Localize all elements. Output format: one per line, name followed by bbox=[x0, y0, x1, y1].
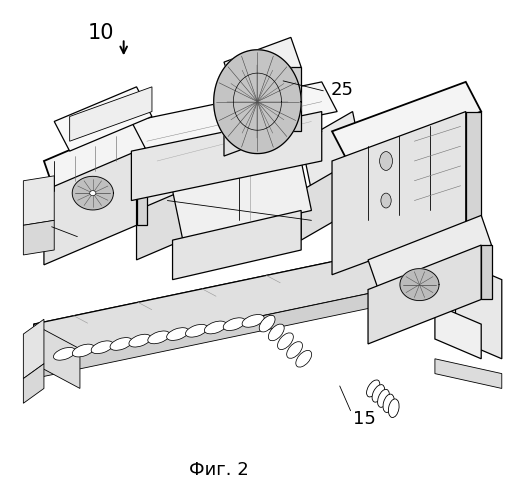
Polygon shape bbox=[301, 112, 363, 190]
Ellipse shape bbox=[383, 394, 394, 412]
Text: 10: 10 bbox=[88, 24, 114, 44]
Polygon shape bbox=[137, 190, 183, 260]
Text: 25: 25 bbox=[331, 81, 354, 99]
Polygon shape bbox=[173, 210, 301, 280]
Polygon shape bbox=[132, 82, 337, 151]
Polygon shape bbox=[435, 359, 502, 388]
Polygon shape bbox=[466, 112, 481, 226]
Ellipse shape bbox=[367, 380, 380, 397]
Ellipse shape bbox=[54, 348, 75, 360]
Ellipse shape bbox=[296, 350, 311, 367]
Ellipse shape bbox=[166, 328, 189, 340]
Ellipse shape bbox=[204, 321, 227, 334]
Polygon shape bbox=[435, 240, 481, 304]
Ellipse shape bbox=[90, 190, 96, 196]
Ellipse shape bbox=[380, 152, 393, 171]
Ellipse shape bbox=[287, 342, 303, 358]
Polygon shape bbox=[72, 176, 113, 210]
Polygon shape bbox=[435, 240, 481, 280]
Polygon shape bbox=[54, 87, 152, 151]
Polygon shape bbox=[368, 216, 491, 290]
Polygon shape bbox=[332, 82, 481, 161]
Polygon shape bbox=[34, 324, 80, 388]
Polygon shape bbox=[456, 260, 502, 359]
Polygon shape bbox=[23, 364, 44, 404]
Polygon shape bbox=[34, 240, 435, 364]
Ellipse shape bbox=[223, 318, 245, 330]
Polygon shape bbox=[224, 67, 291, 156]
Polygon shape bbox=[23, 220, 54, 255]
Ellipse shape bbox=[242, 314, 264, 327]
Polygon shape bbox=[132, 112, 322, 200]
Polygon shape bbox=[44, 151, 137, 265]
Ellipse shape bbox=[72, 344, 95, 357]
Ellipse shape bbox=[388, 399, 399, 417]
Ellipse shape bbox=[91, 341, 113, 353]
Polygon shape bbox=[224, 38, 301, 92]
Polygon shape bbox=[34, 240, 481, 349]
Text: 15: 15 bbox=[353, 410, 375, 428]
Polygon shape bbox=[34, 280, 435, 378]
Polygon shape bbox=[368, 245, 481, 344]
Ellipse shape bbox=[268, 324, 284, 341]
Polygon shape bbox=[137, 141, 193, 210]
Text: 15’: 15’ bbox=[23, 214, 52, 232]
Polygon shape bbox=[214, 50, 301, 154]
Ellipse shape bbox=[278, 333, 293, 349]
Ellipse shape bbox=[378, 390, 389, 407]
Ellipse shape bbox=[372, 384, 385, 402]
Polygon shape bbox=[332, 112, 466, 274]
Polygon shape bbox=[291, 67, 301, 132]
Ellipse shape bbox=[186, 324, 207, 337]
Polygon shape bbox=[481, 245, 491, 300]
Polygon shape bbox=[70, 87, 152, 141]
Polygon shape bbox=[400, 268, 439, 300]
Ellipse shape bbox=[148, 331, 170, 344]
Text: Фиг. 2: Фиг. 2 bbox=[189, 461, 249, 479]
Ellipse shape bbox=[110, 338, 132, 350]
Polygon shape bbox=[23, 319, 44, 378]
Ellipse shape bbox=[259, 316, 275, 332]
Polygon shape bbox=[137, 151, 147, 226]
Polygon shape bbox=[301, 161, 353, 240]
Polygon shape bbox=[44, 122, 147, 190]
Ellipse shape bbox=[129, 334, 151, 347]
Polygon shape bbox=[23, 176, 54, 226]
Ellipse shape bbox=[381, 193, 391, 208]
Polygon shape bbox=[435, 304, 481, 359]
Polygon shape bbox=[173, 161, 311, 240]
